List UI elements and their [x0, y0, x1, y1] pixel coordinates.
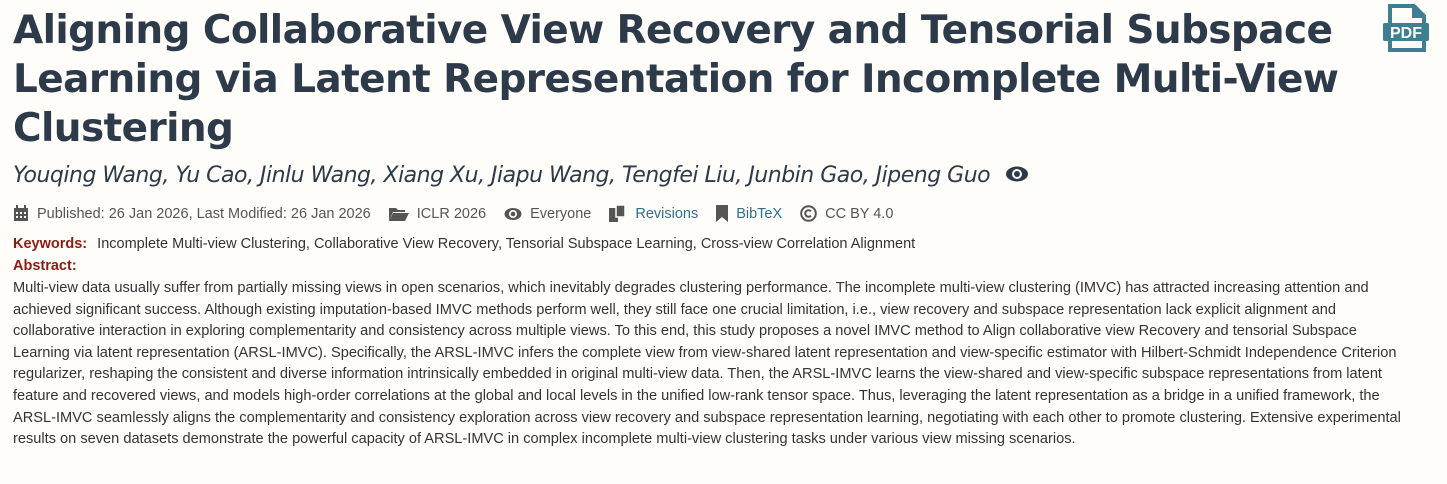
- readers-text: Everyone: [530, 205, 592, 222]
- svg-text:PDF: PDF: [1390, 25, 1422, 42]
- revisions-text[interactable]: Revisions: [635, 205, 699, 222]
- license: CC BY 4.0: [800, 205, 893, 222]
- license-text: CC BY 4.0: [825, 205, 894, 222]
- files-icon: [609, 205, 627, 222]
- bibtex-link[interactable]: BibTeX: [716, 205, 782, 222]
- copyright-icon: [800, 205, 817, 222]
- publish-dates: Published: 26 Jan 2026, Last Modified: 2…: [13, 205, 371, 222]
- folder-open-icon: [388, 207, 409, 221]
- venue: ICLR 2026: [388, 205, 487, 222]
- calendar-icon: [14, 205, 28, 221]
- abstract-text: Multi-view data usually suffer from part…: [13, 280, 1401, 448]
- author-list: Youqing Wang, Yu Cao, Jinlu Wang, Xiang …: [13, 163, 1029, 189]
- abstract-label: Abstract:: [13, 258, 77, 274]
- pdf-icon: PDF: [1383, 4, 1429, 52]
- bibtex-text[interactable]: BibTeX: [736, 205, 783, 222]
- pdf-download-button[interactable]: PDF: [1381, 3, 1431, 53]
- venue-text: ICLR 2026: [416, 205, 487, 222]
- dates-text: Published: 26 Jan 2026, Last Modified: 2…: [37, 205, 371, 222]
- eye-icon: [1005, 164, 1029, 189]
- paper-title: Aligning Collaborative View Recovery and…: [13, 8, 1339, 151]
- abstract-label-row: Abstract:: [13, 258, 83, 274]
- metadata-bar: Published: 26 Jan 2026, Last Modified: 2…: [13, 205, 893, 222]
- keywords-label: Keywords:: [13, 236, 88, 252]
- readers: Everyone: [504, 206, 591, 222]
- bookmark-icon: [716, 205, 729, 222]
- revisions-link[interactable]: Revisions: [609, 205, 698, 222]
- eye-icon: [504, 207, 522, 220]
- keywords-text: Incomplete Multi-view Clustering, Collab…: [97, 236, 916, 252]
- keywords: Keywords: Incomplete Multi-view Clusteri…: [13, 236, 915, 252]
- authors-text[interactable]: Youqing Wang, Yu Cao, Jinlu Wang, Xiang …: [13, 163, 991, 188]
